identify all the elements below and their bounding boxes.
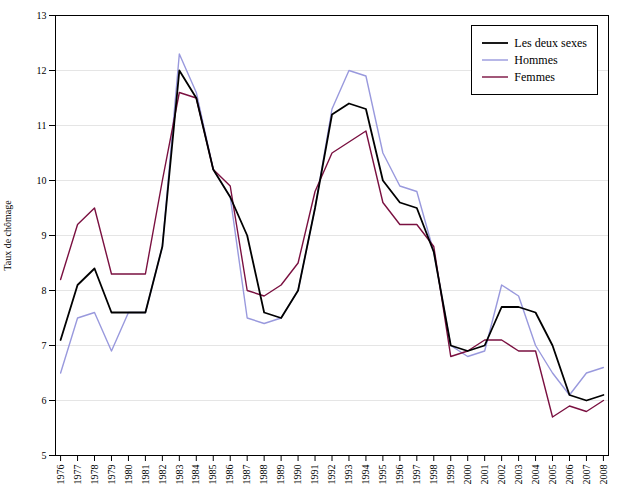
svg-text:6: 6 <box>42 395 47 406</box>
svg-text:1977: 1977 <box>72 465 83 485</box>
svg-text:11: 11 <box>37 120 47 131</box>
svg-text:8: 8 <box>42 285 47 296</box>
svg-text:5: 5 <box>42 450 47 461</box>
svg-text:1986: 1986 <box>224 465 235 485</box>
svg-text:1980: 1980 <box>123 465 134 485</box>
svg-text:1998: 1998 <box>428 465 439 485</box>
svg-text:1985: 1985 <box>207 465 218 485</box>
svg-text:1999: 1999 <box>445 465 456 485</box>
svg-text:Taux de chômage: Taux de chômage <box>2 200 13 271</box>
svg-text:1976: 1976 <box>55 465 66 485</box>
svg-text:1993: 1993 <box>343 465 354 485</box>
svg-text:2006: 2006 <box>564 465 575 485</box>
svg-text:2007: 2007 <box>581 465 592 485</box>
html-text:Les deux sexes: Les deux sexes <box>514 36 587 50</box>
svg-text:2001: 2001 <box>479 465 490 485</box>
svg-text:1991: 1991 <box>309 465 320 485</box>
svg-text:1988: 1988 <box>258 465 269 485</box>
svg-text:1992: 1992 <box>326 465 337 485</box>
svg-text:1981: 1981 <box>140 465 151 485</box>
svg-text:1979: 1979 <box>106 465 117 485</box>
svg-text:2008: 2008 <box>598 465 609 485</box>
svg-text:9: 9 <box>42 230 47 241</box>
svg-text:1996: 1996 <box>394 465 405 485</box>
svg-text:1997: 1997 <box>411 465 422 485</box>
svg-text:10: 10 <box>37 175 47 186</box>
svg-text:1984: 1984 <box>190 465 201 485</box>
svg-text:2002: 2002 <box>496 465 507 485</box>
svg-text:2003: 2003 <box>513 465 524 485</box>
svg-text:1987: 1987 <box>241 465 252 485</box>
svg-text:7: 7 <box>42 340 47 351</box>
svg-text:1994: 1994 <box>360 465 371 485</box>
svg-text:2000: 2000 <box>462 465 473 485</box>
html-text:Femmes: Femmes <box>514 70 555 84</box>
svg-text:13: 13 <box>37 10 47 21</box>
svg-text:2004: 2004 <box>530 465 541 485</box>
html-text:Hommes: Hommes <box>514 53 558 67</box>
svg-text:1989: 1989 <box>275 465 286 485</box>
svg-text:1982: 1982 <box>157 465 168 485</box>
svg-text:1978: 1978 <box>89 465 100 485</box>
svg-text:2005: 2005 <box>547 465 558 485</box>
svg-text:1995: 1995 <box>377 465 388 485</box>
svg-text:1983: 1983 <box>174 465 185 485</box>
svg-text:1990: 1990 <box>292 465 303 485</box>
svg-text:12: 12 <box>37 65 47 76</box>
